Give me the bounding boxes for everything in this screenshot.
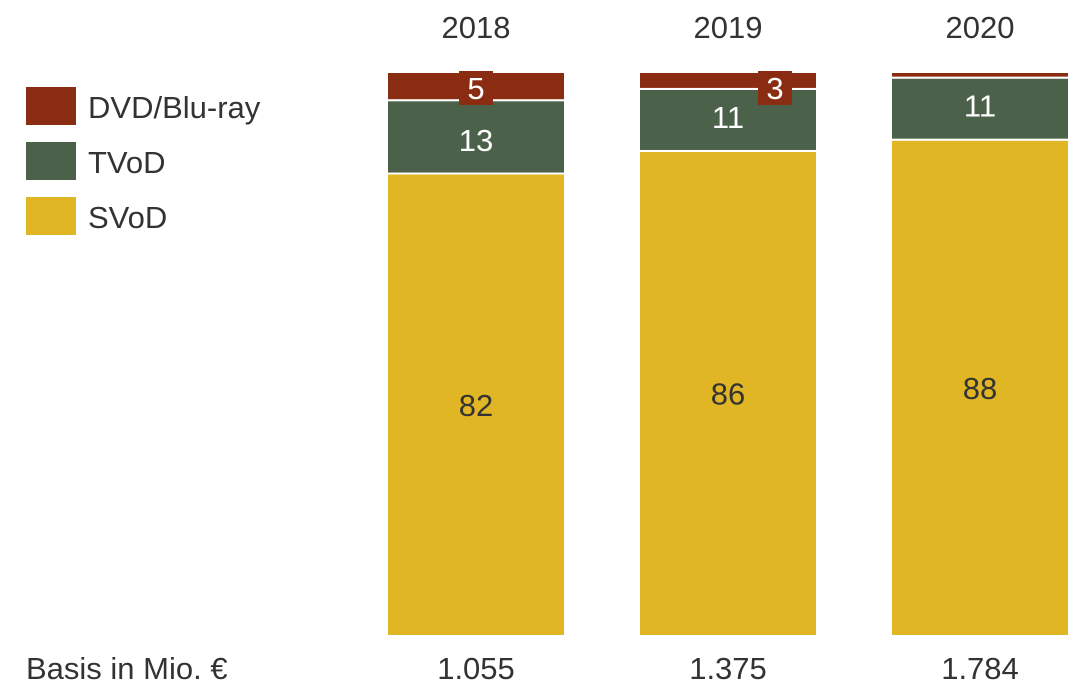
bar-segment-svod-2020 — [890, 138, 1070, 637]
year-labels: 2018 2019 2020 — [442, 10, 1015, 45]
bars: 82 13 5 86 11 3 88 11 — [386, 71, 1070, 638]
data-label-tvod-2019: 11 — [712, 100, 744, 135]
legend-swatch-dvd-blu-ray — [26, 87, 76, 125]
legend-swatch-svod — [26, 197, 76, 235]
bar-stack-2020: 88 11 — [890, 71, 1070, 637]
legend-item-svod: SVoD — [26, 197, 167, 235]
basis-label: Basis in Mio. € — [26, 651, 228, 685]
basis-value-2019: 1.375 — [689, 651, 767, 685]
basis-value-2020: 1.784 — [941, 651, 1019, 685]
year-label-2020: 2020 — [946, 10, 1015, 45]
bar-segment-svod-2019 — [638, 149, 818, 638]
bar-segment-dvd-blu-ray-2020 — [890, 71, 1070, 79]
year-label-2019: 2019 — [694, 10, 763, 45]
bar-segment-svod-2018 — [386, 172, 566, 638]
data-label-box-dvd-blu-ray-2018 — [459, 71, 493, 105]
data-label-box-dvd-blu-ray-2019 — [758, 71, 792, 105]
bar-segment-tvod-2018 — [386, 99, 566, 175]
data-label-svod-2019: 86 — [711, 376, 745, 411]
data-label-dvd-blu-ray-2018: 5 — [467, 71, 484, 106]
legend-item-tvod: TVoD — [26, 142, 166, 180]
legend: DVD/Blu-ray TVoD SVoD — [26, 87, 261, 235]
legend-swatch-tvod — [26, 142, 76, 180]
data-label-svod-2020: 88 — [963, 371, 997, 406]
bar-stack-2019: 86 11 3 — [638, 71, 818, 638]
legend-label-svod: SVoD — [88, 200, 167, 235]
data-label-tvod-2018: 13 — [459, 123, 493, 158]
legend-label-tvod: TVoD — [88, 145, 166, 180]
data-label-svod-2018: 82 — [459, 388, 493, 423]
year-label-2018: 2018 — [442, 10, 511, 45]
data-label-tvod-2020: 11 — [964, 89, 996, 124]
bar-stack-2018: 82 13 5 — [386, 71, 566, 638]
data-label-dvd-blu-ray-2019: 3 — [766, 71, 783, 106]
basis-row: Basis in Mio. € 1.055 1.375 1.784 — [26, 651, 1019, 685]
legend-label-dvd-blu-ray: DVD/Blu-ray — [88, 90, 261, 125]
legend-item-dvd-blu-ray: DVD/Blu-ray — [26, 87, 261, 125]
basis-value-2018: 1.055 — [437, 651, 515, 685]
